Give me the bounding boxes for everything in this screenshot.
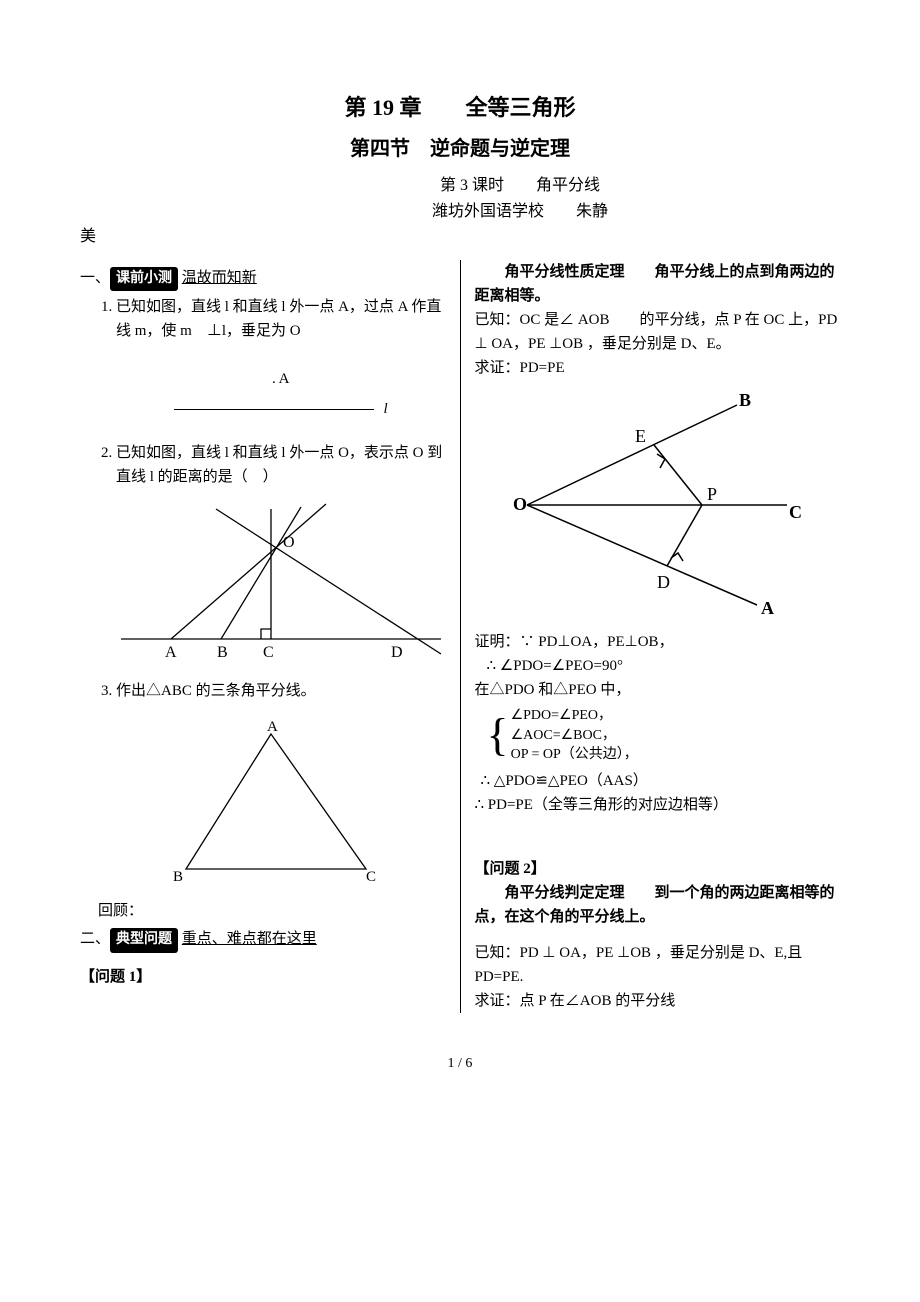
q1-point-a: . A bbox=[116, 367, 446, 391]
q2: 已知如图，直线 l 和直线 l 外一点 O，表示点 O 到直线 l 的距离的是（… bbox=[116, 441, 446, 669]
q2-text: 已知如图，直线 l 和直线 l 外一点 O，表示点 O 到直线 l 的距离的是（… bbox=[116, 445, 442, 485]
theorem2-name: 角平分线判定定理 bbox=[505, 885, 625, 901]
p1-label-D: D bbox=[657, 572, 670, 592]
part2-heading: 二、典型问题 重点、难点都在这里 bbox=[80, 927, 446, 952]
q2-label-D: D bbox=[391, 644, 403, 661]
q2-label-A: A bbox=[165, 644, 177, 661]
p1-label-P: P bbox=[707, 484, 717, 504]
q3-label-C: C bbox=[366, 869, 376, 885]
p1-label-C: C bbox=[789, 502, 802, 522]
part2-tail: 重点、难点都在这里 bbox=[182, 931, 317, 947]
lesson-title: 第 3 课时 角平分线 bbox=[200, 173, 840, 199]
proof-l4: ∴ △PDO≌△PEO（AAS） bbox=[481, 769, 841, 793]
q1-line-seg bbox=[174, 409, 374, 410]
q1-text: 已知如图，直线 l 和直线 l 外一点 A，过点 A 作直线 m，使 m ⊥l，… bbox=[116, 299, 441, 339]
brace-line-3: OP = OP（公共边）， bbox=[511, 745, 638, 765]
p2-prove: 求证：点 P 在∠AOB 的平分线 bbox=[475, 989, 841, 1013]
review-label: 回顾： bbox=[98, 899, 446, 923]
brace-line-2: ∠AOC=∠BOC， bbox=[511, 726, 638, 746]
school-author-tail: 美 bbox=[80, 224, 840, 250]
q3-figure: A B C bbox=[171, 719, 391, 889]
part2-badge: 典型问题 bbox=[110, 928, 178, 952]
q1-line-label: l bbox=[384, 401, 388, 417]
proof-brace: { ∠PDO=∠PEO， ∠AOC=∠BOC， OP = OP（公共边）， bbox=[487, 706, 841, 765]
p1-prove: 求证：PD=PE bbox=[475, 356, 841, 380]
problem1-head: 【问题 1】 bbox=[80, 965, 446, 989]
q3-label-A: A bbox=[267, 719, 278, 735]
p1-label-E: E bbox=[635, 426, 646, 446]
right-column: 角平分线性质定理 角平分线上的点到角两边的距离相等。 已知：OC 是∠ AOB … bbox=[461, 260, 841, 1013]
part1-heading: 一、课前小测 温故而知新 bbox=[80, 266, 446, 291]
brace-symbol: { bbox=[487, 712, 509, 758]
theorem1: 角平分线性质定理 角平分线上的点到角两边的距离相等。 bbox=[475, 260, 841, 308]
q2-figure: O A B C D bbox=[121, 499, 441, 669]
theorem2: 角平分线判定定理 到一个角的两边距离相等的点，在这个角的平分线上。 bbox=[475, 881, 841, 929]
proof-l1: 证明：∵ PD⊥OA，PE⊥OB， bbox=[475, 630, 841, 654]
proof-l5: ∴ PD=PE（全等三角形的对应边相等） bbox=[475, 793, 841, 817]
proof-l2: ∴ ∠PDO=∠PEO=90° bbox=[487, 654, 841, 678]
q3-label-B: B bbox=[173, 869, 183, 885]
q3: 作出△ABC 的三条角平分线。 A B C bbox=[116, 679, 446, 889]
q3-text: 作出△ABC 的三条角平分线。 bbox=[116, 683, 316, 699]
p1-given: 已知：OC 是∠ AOB 的平分线，点 P 在 OC 上，PD ⊥ OA，PE … bbox=[475, 308, 841, 356]
school-author: 潍坊外国语学校 朱静 bbox=[200, 199, 840, 225]
p2-given: 已知：PD ⊥ OA，PE ⊥OB ，垂足分别是 D、E,且 PD=PE. bbox=[475, 941, 841, 989]
left-column: 一、课前小测 温故而知新 已知如图，直线 l 和直线 l 外一点 A，过点 A … bbox=[80, 260, 461, 1013]
q2-label-B: B bbox=[217, 644, 228, 661]
q2-label-C: C bbox=[263, 644, 274, 661]
p1-label-O: O bbox=[513, 494, 527, 514]
p1-label-A: A bbox=[761, 598, 774, 618]
problem2-head: 【问题 2】 bbox=[475, 857, 841, 881]
section-title: 第四节 逆命题与逆定理 bbox=[80, 133, 840, 165]
part2-num: 二、 bbox=[80, 931, 110, 947]
q2-label-O: O bbox=[283, 534, 295, 551]
p1-figure: O B A C P E D bbox=[507, 390, 807, 620]
p1-label-B: B bbox=[739, 390, 751, 410]
part1-badge: 课前小测 bbox=[110, 267, 178, 291]
part1-tail: 温故而知新 bbox=[182, 270, 257, 286]
theorem1-name: 角平分线性质定理 bbox=[505, 264, 625, 280]
part1-num: 一、 bbox=[80, 270, 110, 286]
proof-l3: 在△PDO 和△PEO 中， bbox=[475, 678, 841, 702]
page-number: 1 / 6 bbox=[80, 1053, 840, 1075]
brace-line-1: ∠PDO=∠PEO， bbox=[511, 706, 638, 726]
chapter-title: 第 19 章 全等三角形 bbox=[80, 90, 840, 125]
q1-line: l bbox=[116, 397, 446, 421]
q1: 已知如图，直线 l 和直线 l 外一点 A，过点 A 作直线 m，使 m ⊥l，… bbox=[116, 295, 446, 421]
